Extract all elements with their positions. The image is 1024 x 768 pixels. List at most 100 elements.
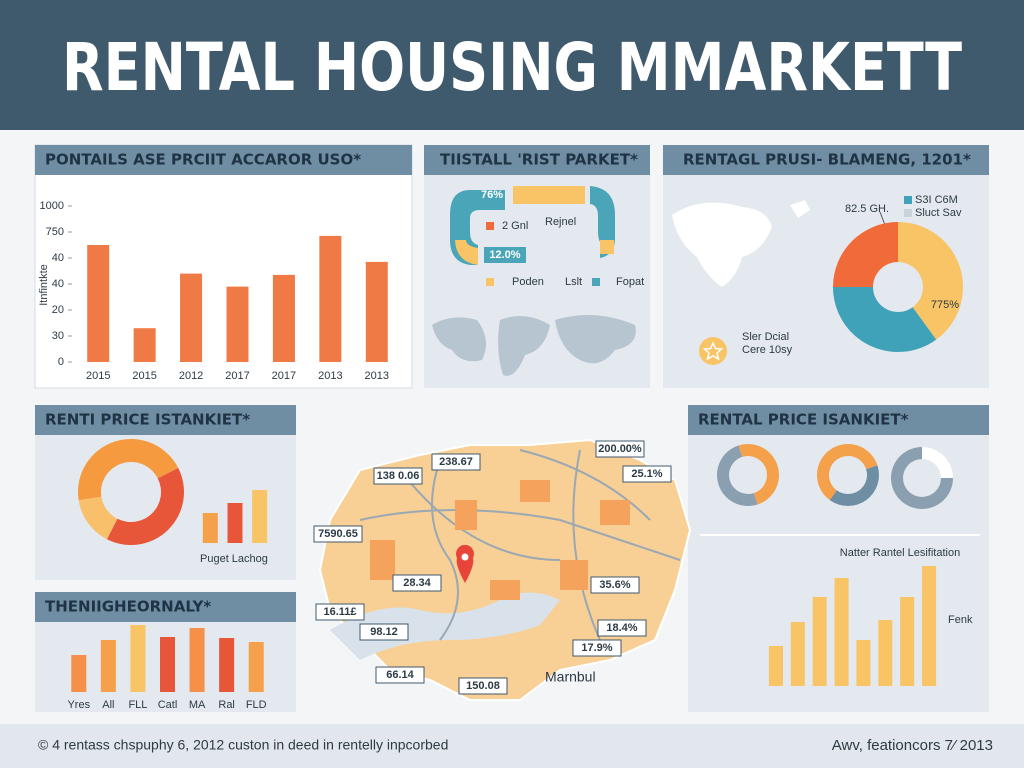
x-tick-label: MA	[189, 699, 206, 711]
header-bar	[0, 0, 1024, 130]
pie-slice	[106, 467, 184, 545]
label-box	[315, 603, 365, 621]
x-tick-label: All	[102, 699, 114, 711]
bar	[219, 638, 235, 692]
y-tick-label: 1000	[40, 200, 64, 212]
label-box	[590, 576, 640, 594]
map-label: 98.12	[370, 626, 398, 638]
bar	[878, 620, 893, 686]
map-label: 35.6%	[599, 579, 630, 591]
pie-slice	[738, 444, 780, 505]
bar	[189, 628, 205, 692]
map-label: 238.67	[439, 456, 473, 468]
map-label: 18.4%	[606, 622, 637, 634]
pie-slice	[898, 222, 963, 340]
map-label: Rejnel	[545, 216, 576, 228]
x-tick-label: 2015	[86, 370, 110, 382]
panel-header	[35, 405, 296, 435]
map-caption: Marnbul	[545, 669, 596, 685]
district	[370, 540, 395, 580]
label-box	[597, 619, 647, 637]
map-label: 150.08	[466, 680, 500, 692]
panel-title: PONTAILS ASE PRCIIT ACCAROR USO*	[45, 151, 361, 169]
bar	[87, 245, 110, 362]
bar	[790, 622, 805, 686]
pie-slice	[816, 443, 878, 501]
map-label: 2 Gnl	[502, 220, 528, 232]
annotation: Fenk	[948, 614, 973, 626]
bar	[365, 261, 388, 362]
chart-label: Puget Lachog	[200, 553, 268, 565]
bar	[319, 235, 342, 362]
bar	[71, 655, 87, 692]
x-tick-label: 2017	[225, 370, 249, 382]
x-tick-label: Catl	[158, 699, 178, 711]
map-label: 28.34	[403, 577, 431, 589]
label-box	[392, 574, 442, 592]
panel-title: THENIIGHEORNALY*	[45, 598, 211, 616]
y-tick-label: 40	[52, 252, 64, 264]
panel-header	[663, 145, 989, 175]
annotation: 775%	[931, 299, 959, 311]
footer-text: © 4 rentass chspuphy 6, 2012 custon in d…	[38, 737, 448, 753]
bar	[180, 273, 203, 362]
pie-slice	[717, 445, 758, 506]
bar	[202, 513, 218, 543]
legend-label: Sluct Sav	[915, 207, 962, 219]
panel-title: RENTAL PRICE ISANKIET*	[698, 411, 909, 429]
panel-title: RENTAGL PRUSI- BLAMENG, 1201*	[683, 151, 971, 169]
bar	[130, 625, 146, 692]
district	[490, 580, 520, 600]
legend-label: S3I C6M	[915, 194, 958, 206]
panel-title: RENTI PRICE ISTANKIET*	[45, 411, 250, 429]
map-label: 138 0.06	[377, 470, 420, 482]
bar	[768, 646, 783, 686]
location-pin	[456, 544, 474, 583]
y-tick-label: 20	[52, 304, 64, 316]
label-box	[572, 639, 622, 657]
map-label: Lslt	[565, 276, 582, 288]
bar	[834, 578, 849, 686]
label-box	[595, 440, 645, 458]
y-tick-label: 0	[58, 356, 64, 368]
map-label: 16.11£	[323, 606, 356, 618]
chart-label: Natter Rantel Lesifitation	[840, 547, 960, 559]
label-box	[313, 525, 363, 543]
label-box	[431, 453, 481, 471]
label-box	[375, 666, 425, 684]
y-tick-label: 40	[52, 278, 64, 290]
y-tick-label: 750	[46, 226, 64, 238]
bar	[248, 642, 264, 692]
pie-slice	[829, 465, 879, 506]
map-label: 200.00%	[598, 443, 642, 455]
pie-slice	[833, 222, 898, 287]
x-tick-label: FLL	[128, 699, 147, 711]
label-box	[622, 465, 672, 483]
map-label: 12.0%	[489, 249, 520, 261]
district	[600, 500, 630, 525]
legend-swatch	[486, 222, 494, 230]
x-tick-label: Yres	[67, 699, 90, 711]
track-shape	[455, 240, 478, 265]
bar	[812, 597, 827, 686]
label-box	[373, 467, 423, 485]
district	[455, 500, 477, 530]
district	[520, 480, 550, 502]
x-tick-label: 2013	[365, 370, 389, 382]
page-title: RENTAL HOUSING MMARKETT	[62, 29, 962, 106]
panel-header	[35, 592, 296, 622]
map-label: Fopat	[616, 276, 644, 288]
pin-dot	[461, 553, 469, 561]
x-tick-label: 2015	[132, 370, 156, 382]
bar	[227, 503, 243, 543]
footer-text: Awv, feationcors 7⁄ 2013	[832, 737, 993, 754]
bar	[272, 274, 295, 362]
label-box	[359, 623, 409, 641]
x-tick-label: FLD	[246, 699, 267, 711]
map-label: 7590.65	[318, 528, 358, 540]
map-label: 17.9%	[581, 642, 612, 654]
map-label: 25.1%	[631, 468, 662, 480]
star-icon	[702, 341, 724, 361]
district	[560, 560, 588, 590]
